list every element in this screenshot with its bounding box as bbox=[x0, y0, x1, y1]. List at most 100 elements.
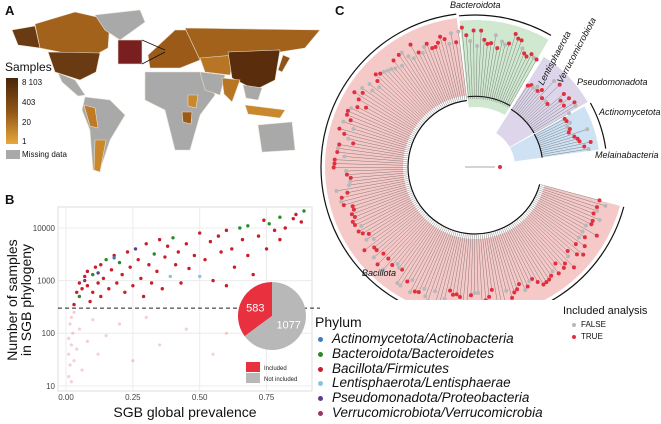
tree-branch bbox=[527, 209, 584, 255]
tip-included bbox=[544, 280, 549, 285]
tree-branch bbox=[358, 199, 416, 232]
tree-branch bbox=[377, 80, 425, 123]
tip-included bbox=[516, 36, 521, 41]
tip-included bbox=[352, 90, 357, 95]
tip-included bbox=[498, 165, 502, 169]
tip-included bbox=[513, 31, 518, 36]
tree-branch bbox=[528, 100, 561, 126]
phylum-label: Lentisphaerota/Lentisphaerae bbox=[332, 375, 511, 391]
tip-excluded bbox=[397, 265, 402, 270]
missing-data-label: Missing data bbox=[22, 150, 67, 159]
excluded-point bbox=[144, 315, 148, 319]
tip-included bbox=[561, 265, 566, 270]
tip-excluded bbox=[576, 235, 581, 240]
tree-branch bbox=[540, 141, 580, 151]
tree-branch bbox=[491, 232, 507, 291]
tip-excluded bbox=[335, 146, 340, 151]
tip-included bbox=[530, 276, 535, 281]
included-point bbox=[184, 242, 189, 246]
tree-branch bbox=[533, 201, 583, 232]
tip-excluded bbox=[342, 154, 347, 159]
tree-branch bbox=[407, 225, 441, 282]
tip-excluded bbox=[359, 223, 364, 228]
tip-excluded bbox=[552, 78, 557, 83]
tree-branch bbox=[478, 234, 483, 300]
tree-branch bbox=[461, 27, 469, 100]
included-point bbox=[272, 228, 277, 233]
tree-branch bbox=[519, 217, 565, 268]
tip-excluded bbox=[341, 119, 346, 124]
tree-branch bbox=[351, 108, 414, 138]
excluded-point bbox=[104, 334, 108, 338]
tip-excluded bbox=[500, 39, 505, 44]
tip-included bbox=[553, 261, 558, 266]
tree-branch bbox=[410, 44, 444, 107]
phylum-label: Bacillota/Firmicutes bbox=[332, 360, 450, 376]
included-point bbox=[91, 272, 95, 277]
tip-included bbox=[332, 157, 337, 162]
tip-included bbox=[372, 245, 377, 250]
tree-branch bbox=[364, 207, 421, 251]
clade-arc-bacillota bbox=[320, 13, 625, 300]
tree-branch bbox=[463, 234, 470, 300]
included-point bbox=[109, 268, 114, 272]
tree-branch bbox=[337, 148, 408, 158]
tree-branch bbox=[531, 102, 575, 131]
tree-branch bbox=[515, 87, 534, 113]
tip-included bbox=[457, 295, 462, 300]
tree-branch bbox=[346, 114, 413, 142]
included-point bbox=[224, 284, 229, 288]
x-tick-label: 0.00 bbox=[58, 393, 74, 402]
phylogenetic-tree bbox=[320, 13, 625, 300]
tip-included bbox=[405, 279, 410, 284]
tip-included bbox=[351, 141, 356, 146]
tip-excluded bbox=[566, 254, 571, 259]
map-netherlands-inset bbox=[117, 39, 143, 65]
tree-branch bbox=[498, 40, 522, 104]
tree-branch bbox=[350, 172, 408, 179]
excluded-point bbox=[67, 352, 71, 356]
map-greenland bbox=[94, 9, 146, 41]
tree-branch bbox=[414, 228, 446, 292]
tip-excluded bbox=[433, 289, 438, 294]
tree-branch bbox=[516, 86, 538, 114]
tip-included bbox=[512, 290, 517, 295]
pie-slice bbox=[244, 282, 306, 350]
phylum-legend-title: Phylum bbox=[315, 314, 362, 330]
tree-branch bbox=[401, 52, 439, 110]
tip-excluded bbox=[567, 120, 572, 125]
tree-branch bbox=[413, 58, 442, 108]
tip-included bbox=[356, 229, 361, 234]
tip-included bbox=[562, 261, 567, 266]
tree-branch bbox=[349, 176, 408, 186]
tree-branch bbox=[353, 189, 411, 210]
tree-branch bbox=[376, 210, 424, 251]
tip-excluded bbox=[504, 288, 509, 293]
tip-excluded bbox=[400, 63, 405, 68]
tip-excluded bbox=[468, 38, 473, 43]
map-peru bbox=[83, 104, 99, 129]
tip-included bbox=[535, 88, 540, 93]
tree-branch bbox=[408, 56, 441, 109]
included-point bbox=[155, 269, 159, 274]
included-point bbox=[262, 218, 266, 222]
tip-excluded bbox=[422, 286, 427, 291]
phylum-label: Pseudomonadota/Proteobacteria bbox=[332, 390, 530, 406]
tip-excluded bbox=[398, 283, 403, 288]
tip-included bbox=[590, 218, 595, 223]
tree-branch bbox=[504, 228, 530, 282]
tip-included bbox=[362, 248, 367, 253]
tip-included bbox=[522, 51, 527, 56]
tree-branch bbox=[449, 43, 462, 101]
tip-included bbox=[345, 112, 350, 117]
tip-included bbox=[435, 40, 440, 45]
excluded-point bbox=[71, 331, 75, 335]
tree-branch bbox=[393, 60, 434, 114]
tree-branch bbox=[538, 191, 594, 214]
tree-branch bbox=[525, 212, 568, 252]
tree-branch bbox=[501, 53, 525, 105]
phylum-dot-icon bbox=[318, 381, 323, 387]
inset-line bbox=[141, 51, 166, 65]
tip-included bbox=[442, 37, 447, 42]
tree-branch bbox=[522, 97, 543, 119]
